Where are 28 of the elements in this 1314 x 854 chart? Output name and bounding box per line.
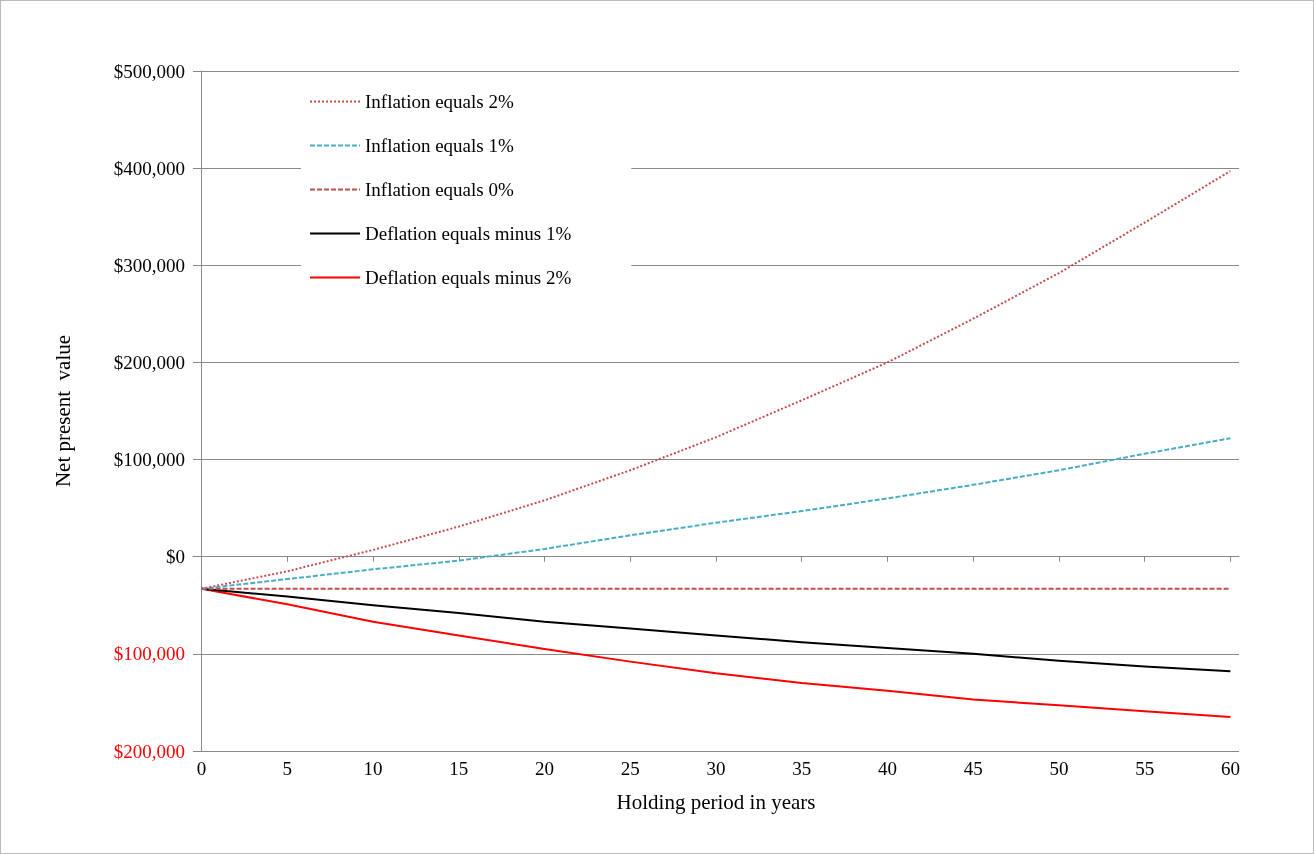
legend-label: Inflation equals 1% [365,135,514,156]
x-tick-label: 25 [620,758,640,779]
x-tick-label: 40 [877,758,897,779]
y-tick-label: $100,000 [113,643,185,665]
x-axis-title: Holding period in years [616,789,816,814]
y-tick-label: $0 [166,546,185,568]
y-axis-title: Net present value [50,334,75,488]
x-tick-label: 50 [1049,758,1069,779]
y-tick-label: $500,000 [113,60,185,82]
legend-label: Inflation equals 0% [365,179,514,200]
x-tick-label: 20 [535,758,555,779]
x-tick-label: 60 [1220,758,1240,779]
x-tick-label: 45 [963,758,983,779]
y-tick-label: $100,000 [113,449,185,471]
y-tick-label: $300,000 [113,254,185,276]
x-tick-label: 35 [792,758,812,779]
x-tick-label: 55 [1135,758,1155,779]
x-tick-label: 30 [706,758,726,779]
legend-label: Deflation equals minus 2% [365,267,572,288]
x-tick-label: 0 [196,758,207,779]
y-tick-label: $200,000 [113,351,185,373]
y-tick-label: $400,000 [113,157,185,179]
x-tick-label: 5 [282,758,293,779]
y-tick-label: $200,000 [113,740,185,762]
x-tick-label: 15 [449,758,469,779]
x-tick-label: 10 [363,758,383,779]
legend-label: Deflation equals minus 1% [365,223,572,244]
legend-label: Inflation equals 2% [365,91,514,112]
